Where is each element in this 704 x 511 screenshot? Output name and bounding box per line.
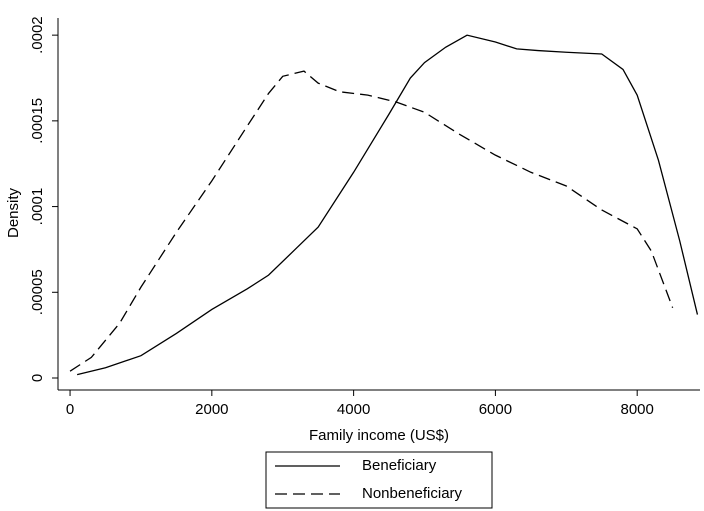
- y-tick-label: .0001: [29, 188, 46, 226]
- y-tick-label: 0: [29, 374, 46, 382]
- density-line: [69, 70, 674, 372]
- x-tick-label: 2000: [195, 401, 228, 418]
- x-tick-label: 8000: [621, 401, 654, 418]
- x-tick-label: 4000: [337, 401, 370, 418]
- x-tick-label: 6000: [479, 401, 512, 418]
- x-axis-title: Family income (US$): [309, 427, 449, 444]
- y-axis-title: Density: [5, 187, 22, 238]
- legend-label: Beneficiary: [362, 457, 437, 474]
- legend-label: Nonbeneficiary: [362, 485, 463, 502]
- y-tick-label: .00005: [29, 269, 46, 315]
- density-line: [76, 34, 699, 376]
- y-tick-label: .00015: [29, 98, 46, 144]
- legend-box: [265, 451, 493, 509]
- y-tick-label: .0002: [29, 16, 46, 54]
- x-tick-label: 0: [66, 401, 74, 418]
